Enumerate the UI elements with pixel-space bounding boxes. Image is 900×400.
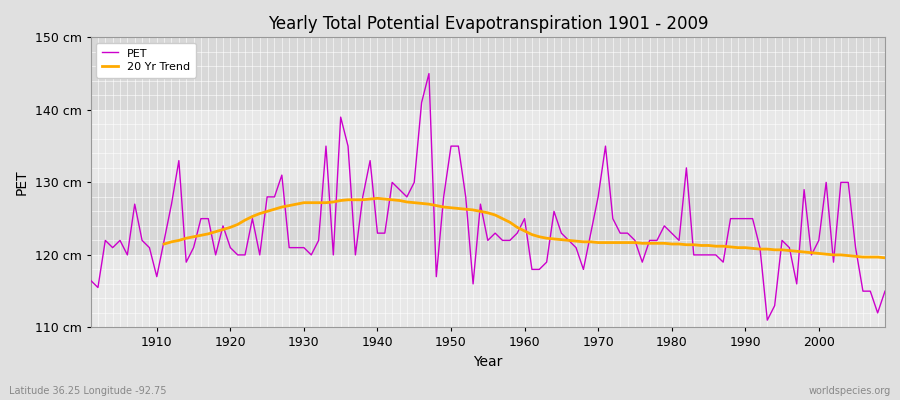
PET xyxy=(762,318,773,322)
Text: worldspecies.org: worldspecies.org xyxy=(809,386,891,396)
PET xyxy=(519,216,530,221)
PET xyxy=(879,289,890,294)
Line: PET: PET xyxy=(91,74,885,320)
20 Yr Trend xyxy=(350,197,361,202)
PET xyxy=(144,245,155,250)
20 Yr Trend xyxy=(328,200,338,204)
PET xyxy=(526,267,537,272)
Bar xyxy=(91,255,885,328)
20 Yr Trend xyxy=(526,232,537,237)
X-axis label: Year: Year xyxy=(473,355,502,369)
20 Yr Trend xyxy=(158,242,169,246)
20 Yr Trend xyxy=(372,196,382,201)
Line: 20 Yr Trend: 20 Yr Trend xyxy=(164,198,885,258)
Bar xyxy=(91,37,885,110)
20 Yr Trend xyxy=(549,236,560,241)
PET xyxy=(86,278,96,283)
PET xyxy=(424,71,435,76)
20 Yr Trend xyxy=(733,245,743,250)
PET xyxy=(350,252,361,257)
PET xyxy=(306,252,317,257)
Bar xyxy=(91,110,885,182)
Text: Latitude 36.25 Longitude -92.75: Latitude 36.25 Longitude -92.75 xyxy=(9,386,166,396)
Title: Yearly Total Potential Evapotranspiration 1901 - 2009: Yearly Total Potential Evapotranspiratio… xyxy=(267,15,708,33)
Y-axis label: PET: PET xyxy=(15,170,29,195)
PET xyxy=(615,231,626,236)
20 Yr Trend xyxy=(879,255,890,260)
Legend: PET, 20 Yr Trend: PET, 20 Yr Trend xyxy=(96,43,196,78)
Bar xyxy=(91,182,885,255)
20 Yr Trend xyxy=(387,197,398,202)
